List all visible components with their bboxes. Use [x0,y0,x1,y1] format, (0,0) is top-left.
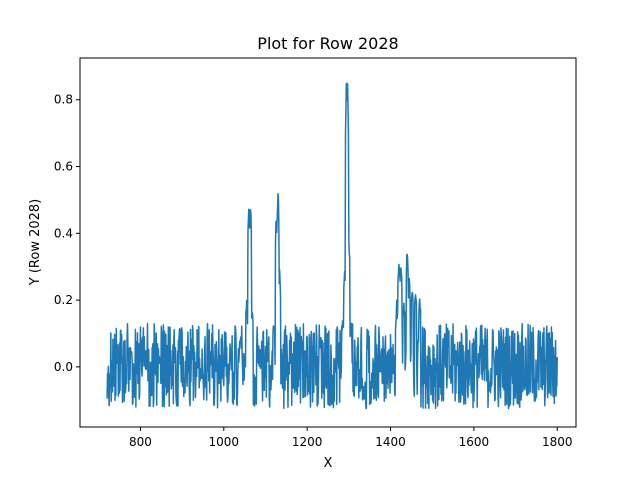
x-tick-label: 800 [129,435,152,449]
x-tick-label: 1600 [459,435,490,449]
series-line [106,82,558,410]
y-tick-label: 0.2 [54,293,73,307]
y-axis-label: Y (Row 2028) [28,199,43,286]
x-tick-label: 1200 [292,435,323,449]
y-tick-label: 0.6 [54,160,73,174]
x-tick-label: 1000 [209,435,240,449]
y-tick-label: 0.8 [54,93,73,107]
y-axis: 0.0 0.2 0.4 0.6 0.8 [54,93,80,374]
axes-frame [79,57,577,428]
chart-title: Plot for Row 2028 [257,34,398,53]
x-tick-label: 1400 [375,435,406,449]
x-axis-label: X [324,456,333,471]
x-tick-label: 1800 [542,435,573,449]
x-axis: 800 1000 1200 1400 1600 1800 [129,427,573,449]
y-tick-label: 0.0 [54,360,73,374]
y-tick-label: 0.4 [54,226,73,240]
plot-area [106,82,558,410]
